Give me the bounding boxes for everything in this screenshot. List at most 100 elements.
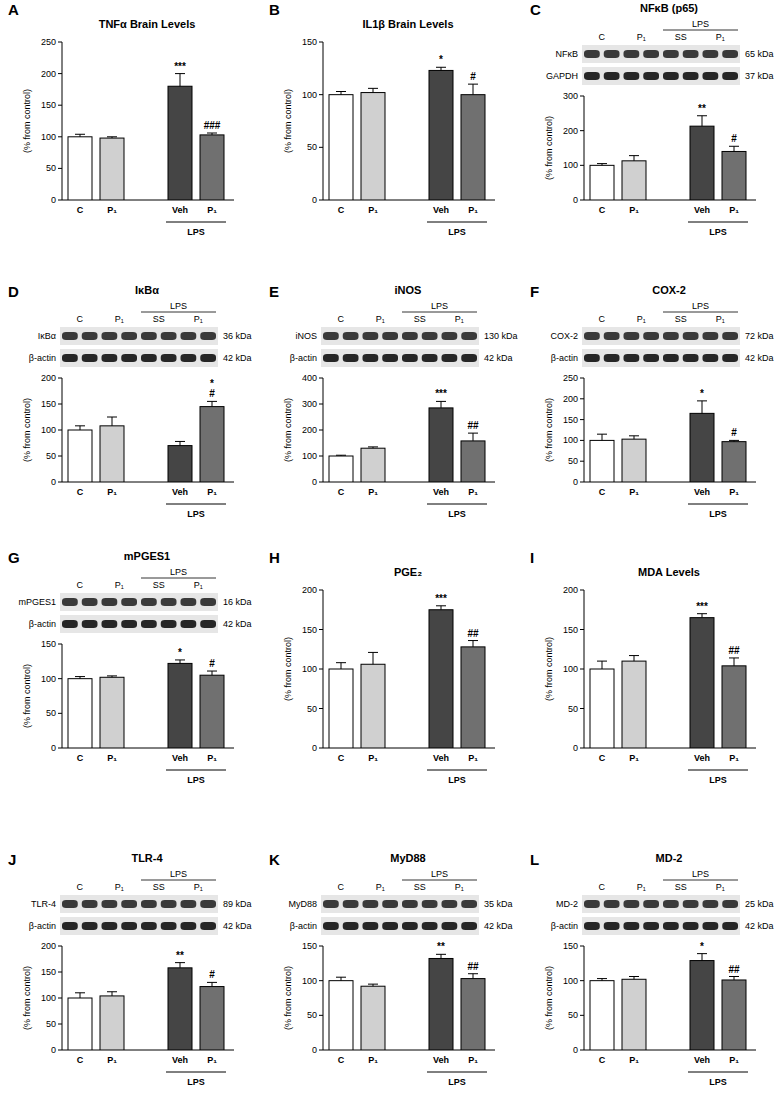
- bar: [690, 413, 714, 482]
- error-bar: [629, 436, 639, 439]
- bar: [429, 408, 453, 482]
- treatment-label: LPS: [692, 19, 709, 29]
- y-tick: [580, 1015, 584, 1016]
- error-stem: [702, 614, 703, 618]
- blot-band: [604, 50, 620, 58]
- y-tick-label: 250: [563, 373, 578, 383]
- bar: [361, 986, 385, 1050]
- lane-group-label: C: [77, 580, 84, 590]
- error-stem: [341, 663, 342, 669]
- y-tick-label: 200: [563, 126, 578, 136]
- group-line: [166, 504, 226, 505]
- error-cap: [336, 91, 346, 92]
- band-kda: 25 kDa: [745, 899, 774, 909]
- title: PGE₂: [394, 566, 422, 578]
- error-bar: [729, 977, 739, 980]
- error-bar: [436, 606, 446, 610]
- error-cap: [436, 605, 446, 606]
- bar: [722, 980, 746, 1050]
- significance: ***: [435, 388, 447, 399]
- blot-band: [722, 354, 738, 362]
- y-tick-label: 100: [563, 664, 578, 674]
- significance: #: [731, 427, 737, 438]
- error-stem: [734, 658, 735, 666]
- y-tick: [319, 42, 323, 43]
- band-kda: 65 kDa: [745, 49, 774, 59]
- blot-band: [643, 72, 659, 80]
- error-stem: [702, 401, 703, 413]
- y-tick: [319, 430, 323, 431]
- error-stem: [634, 156, 635, 161]
- treatment-line: [402, 312, 477, 313]
- y-axis-label: (% from control): [544, 637, 554, 701]
- error-bar: [207, 982, 217, 986]
- panel: GmPGES1CP₁SSP₁LPSmPGES116 kDaβ-actin42 k…: [8, 549, 252, 785]
- title: MD-2: [656, 852, 683, 864]
- blot-band: [703, 354, 719, 362]
- bar: [590, 669, 614, 748]
- error-stem: [180, 74, 181, 87]
- lane-group-label: SS: [153, 580, 165, 590]
- y-tick-label: 100: [302, 451, 317, 461]
- group-line: [427, 504, 487, 505]
- bar: [168, 968, 192, 1050]
- y-tick: [58, 482, 62, 483]
- bar: [200, 407, 224, 482]
- error-stem: [180, 963, 181, 968]
- panel-letter: C: [530, 1, 541, 18]
- error-bar: [336, 455, 346, 457]
- y-tick: [58, 430, 62, 431]
- error-stem: [373, 88, 374, 92]
- error-stem: [180, 441, 181, 445]
- y-tick-label: 100: [563, 435, 578, 445]
- group-label: LPS: [187, 775, 205, 785]
- x-tick-label: Veh: [433, 753, 449, 763]
- blot-band: [181, 900, 197, 908]
- y-tick: [580, 1050, 584, 1051]
- blot-band: [722, 72, 738, 80]
- blot-band: [102, 922, 118, 930]
- significance: ##: [728, 964, 740, 975]
- y-tick-label: 300: [302, 399, 317, 409]
- blot-band: [323, 354, 339, 362]
- y-tick: [319, 404, 323, 405]
- error-stem: [473, 641, 474, 647]
- error-cap: [336, 977, 346, 978]
- panel: EiNOSCP₁SSP₁LPSiNOS130 kDaβ-actin42 kDa(…: [269, 283, 518, 519]
- blot-band: [624, 50, 640, 58]
- blot-band: [663, 354, 679, 362]
- blot-strip: [60, 593, 218, 611]
- y-tick-label: 0: [312, 743, 317, 753]
- blot-strip: [60, 895, 218, 913]
- x-tick-label: C: [599, 1055, 606, 1065]
- marks: [68, 660, 224, 748]
- y-tick-label: 150: [41, 399, 56, 409]
- blot-band: [604, 332, 620, 340]
- y-tick-label: 100: [302, 90, 317, 100]
- y-tick: [319, 980, 323, 981]
- y-tick: [580, 461, 584, 462]
- y-tick-label: 50: [46, 1019, 56, 1029]
- blot-band: [323, 332, 339, 340]
- error-bar: [207, 401, 217, 406]
- x-tick-label: C: [77, 205, 84, 215]
- error-stem: [441, 401, 442, 408]
- blot-band: [323, 922, 339, 930]
- lane-group-label: P₁: [194, 314, 203, 324]
- error-bar: [729, 658, 739, 666]
- x-tick-label: Veh: [433, 1055, 449, 1065]
- x-tick-label: Veh: [172, 487, 188, 497]
- blot-band: [604, 72, 620, 80]
- error-cap: [107, 991, 117, 992]
- blot-band: [200, 620, 216, 628]
- group-line: [427, 770, 487, 771]
- blot-band: [102, 598, 118, 606]
- error-cap: [175, 73, 185, 74]
- error-stem: [80, 993, 81, 998]
- blot-strip: [582, 917, 740, 935]
- marks: [68, 963, 224, 1050]
- lane-group-label: SS: [153, 314, 165, 324]
- panel: CNFκB (p65)CP₁SSP₁LPSNFκB65 kDaGAPDH37 k…: [530, 1, 774, 237]
- y-tick-label: 200: [563, 585, 578, 595]
- treatment-line: [663, 312, 738, 313]
